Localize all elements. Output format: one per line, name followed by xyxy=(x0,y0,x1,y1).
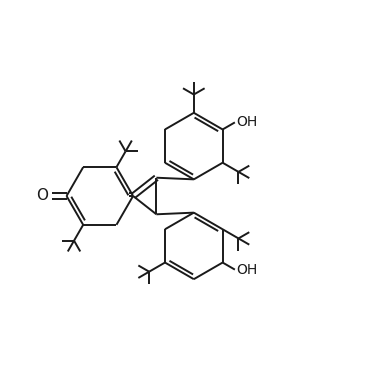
Text: OH: OH xyxy=(236,263,258,278)
Text: OH: OH xyxy=(236,114,258,129)
Text: O: O xyxy=(36,189,48,203)
